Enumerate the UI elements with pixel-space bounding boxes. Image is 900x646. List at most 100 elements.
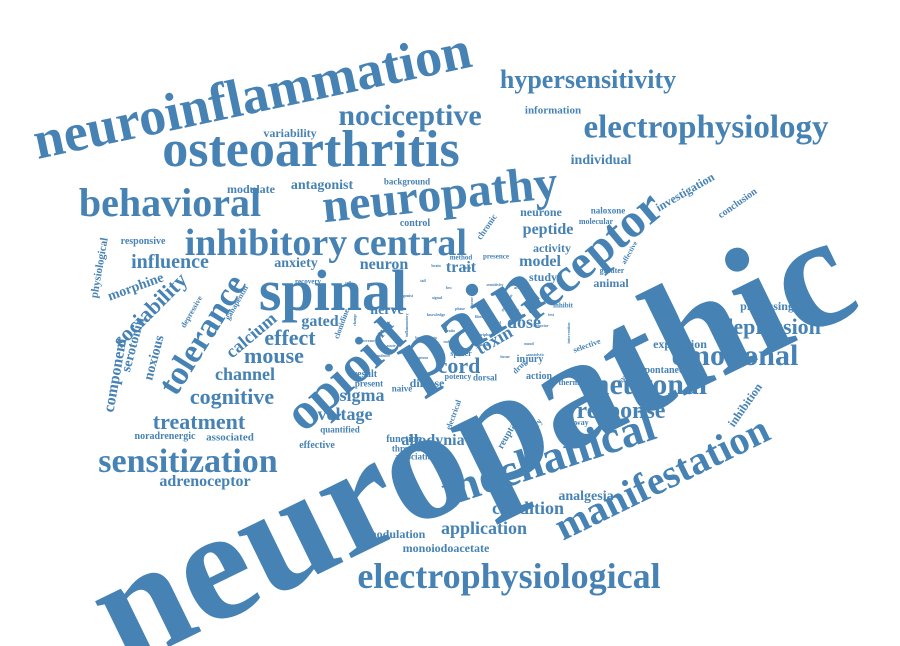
word-naive: naive [391, 383, 413, 394]
word-spontaneous: spontaneous [640, 365, 694, 376]
word-trait: trait [445, 259, 477, 276]
word-presence: presence [483, 252, 509, 261]
word-application: application [440, 518, 528, 538]
word-disease: disease [469, 297, 474, 309]
word-threshold: threshold [391, 443, 429, 454]
word-recovery: recovery [295, 277, 321, 286]
word-action: action [525, 371, 553, 382]
word-antagonist: antagonist [290, 178, 354, 193]
word-level: level [493, 320, 501, 325]
word-intervention: intervention [566, 322, 571, 344]
word-condition: condition [491, 498, 565, 518]
word-analgesia: analgesia [558, 489, 614, 504]
word-model: model [519, 253, 561, 270]
word-behavior: behavior [533, 323, 549, 328]
word-electrophysiology: electrophysiology [583, 109, 829, 146]
word-sensitivity: sensitivity [486, 282, 504, 287]
word-low: low [446, 285, 452, 290]
word-nociceptive: nociceptive [338, 99, 482, 132]
word-study: study [528, 270, 558, 284]
word-modulation: modulation [366, 527, 426, 541]
word-individual: individual [570, 153, 632, 168]
word-agonist: agonist [400, 293, 414, 298]
word-stimulus: stimulus [473, 342, 489, 347]
word-neurone: neurone [520, 205, 562, 219]
word-skin: skin [543, 295, 551, 300]
word-mood: mood [524, 341, 534, 346]
word-inflammatory: inflammatory [404, 313, 409, 337]
word-sigma: sigma [339, 385, 385, 405]
word-knowledge: knowledge [426, 312, 446, 317]
word-spider: spider [450, 349, 472, 358]
word-quantified: quantified [320, 424, 360, 435]
word-gated: gated [301, 313, 339, 330]
word-pathway: pathway [559, 418, 589, 427]
word-behavioral: behavioral [78, 180, 262, 225]
word-dependence: dependence [370, 353, 390, 358]
word-allodynia: allodynia [401, 432, 465, 449]
word-cognitive: cognitive [189, 384, 275, 409]
word-processing: processing [740, 299, 794, 313]
word-monoiodoacetate: monoiodoacetate [402, 541, 490, 555]
word-cord: cord [437, 353, 481, 378]
word-inhibitory: inhibitory [184, 222, 348, 264]
word-dose: dose [506, 312, 542, 332]
word-effect: effect [264, 325, 316, 350]
word-voltage: voltage [317, 404, 373, 424]
word-activity: activity [533, 241, 571, 255]
word-fiber: fiber [474, 314, 484, 319]
word-dorsal: dorsal [472, 372, 498, 383]
word-change: change [352, 314, 357, 326]
word-background: background [383, 176, 431, 187]
word-hypersensitivity: hypersensitivity [499, 65, 677, 94]
word-association: association [394, 451, 438, 462]
word-increase: increase [361, 338, 375, 343]
word-osteoarthritis: osteoarthritis [162, 121, 460, 178]
word-neuron: neuron [359, 256, 409, 273]
word-signal: signal [431, 295, 443, 300]
word-expression: expression [653, 337, 707, 351]
word-stress: stress [404, 351, 414, 356]
word-symptom: symptom [412, 355, 428, 360]
word-diffuse: diffuse [409, 376, 445, 390]
word-adrenoceptor: adrenoceptor [159, 473, 251, 490]
word-test: test [548, 312, 554, 317]
word-result: result [352, 369, 378, 380]
word-molecular: molecular [578, 217, 614, 226]
word-emotional: emotional [671, 339, 799, 372]
word-reduce: reduce [507, 307, 519, 312]
word-tail: tail [420, 278, 426, 283]
word-animal: animal [593, 276, 629, 290]
word-information: information [524, 104, 582, 117]
word-present: present [354, 378, 384, 389]
word-injury: injury [516, 354, 544, 365]
word-peptide: peptide [522, 221, 574, 238]
word-depression: depression [721, 314, 821, 339]
word-greater: greater [599, 266, 625, 275]
word-anxiety: anxiety [274, 256, 318, 271]
word-hyperalgesia: hyperalgesia [415, 335, 437, 340]
word-central: central [353, 222, 467, 264]
word-channel: channel [214, 364, 276, 384]
word-ratio: ratio [446, 328, 456, 333]
word-sensitization: sensitization [98, 443, 278, 480]
word-neuronal: neuronal [592, 368, 708, 401]
word-naloxone: naloxone [590, 205, 626, 216]
word-influence: influence [131, 251, 209, 273]
word-anxiolytic: anxiolytic [527, 352, 545, 357]
word-mouse: mouse [244, 343, 304, 368]
word-peripheral: peripheral [477, 332, 495, 337]
word-electrophysiological: electrophysiological [357, 556, 661, 596]
word-investigation: investigation [653, 169, 717, 215]
word-effective: effective [299, 440, 335, 451]
word-horn: horn [462, 265, 472, 270]
word-associated: associated [206, 431, 254, 444]
word-cell: cell [345, 280, 351, 285]
word-control: control [399, 218, 431, 229]
word-inhibit: inhibit [553, 301, 573, 310]
word-responsive: responsive [120, 236, 166, 247]
word-acute: acute [386, 343, 396, 348]
word-rodent: rodent [443, 339, 455, 344]
word-potency: potency [444, 372, 472, 381]
word-function: function [386, 434, 422, 445]
